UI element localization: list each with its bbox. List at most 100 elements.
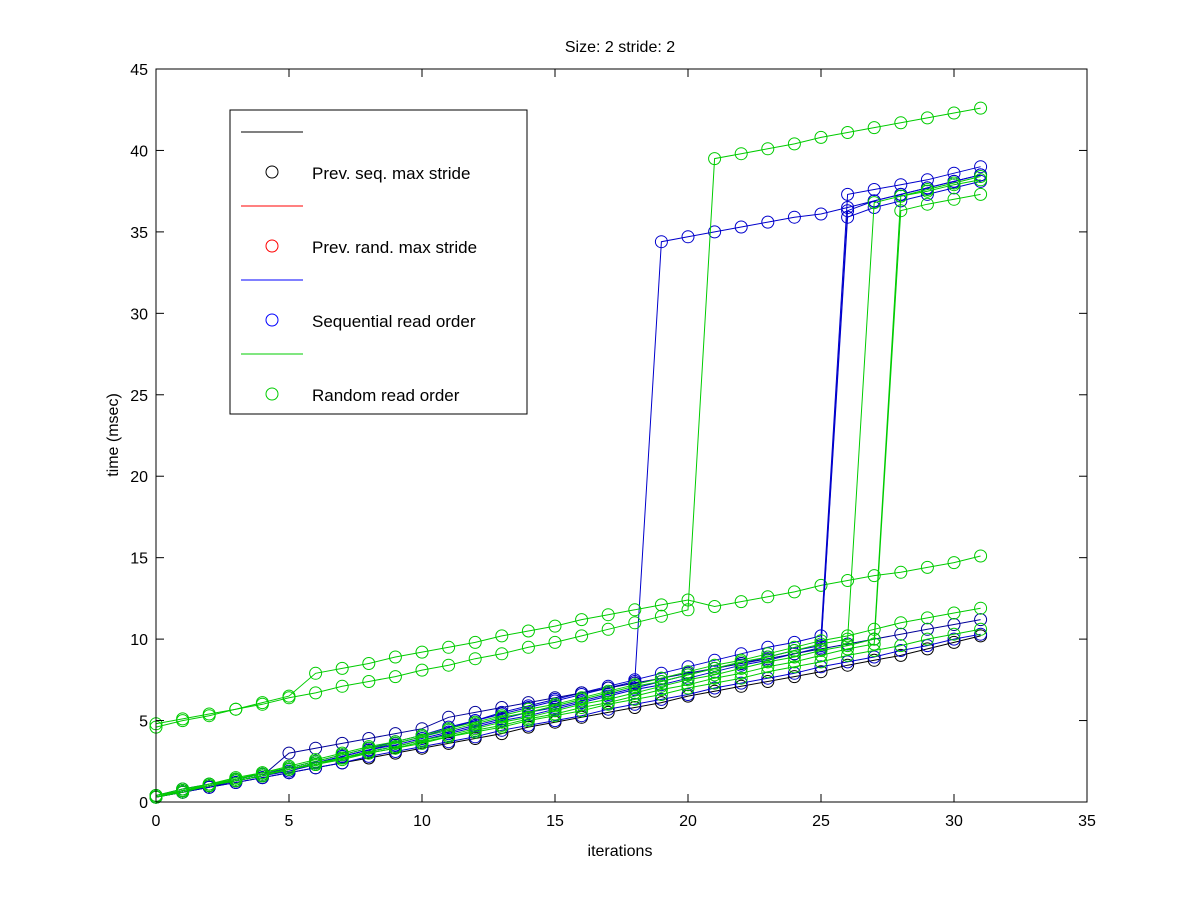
- data-point: [255, 766, 269, 780]
- tick-layer: 0 5 10 15 20 25 30 35 0 5 10 15 20 25 30 35 40 45: [130, 62, 1096, 830]
- data-point: [894, 648, 908, 662]
- data-point: [601, 705, 615, 719]
- data-point: [388, 650, 402, 664]
- data-point: [575, 704, 589, 718]
- data-point: [787, 660, 801, 674]
- data-point: [894, 627, 908, 641]
- data-point: [388, 741, 402, 755]
- data-point: [867, 121, 881, 135]
- data-point: [947, 192, 961, 206]
- data-point: [654, 679, 668, 693]
- data-point: [920, 611, 934, 625]
- data-point: [681, 665, 695, 679]
- legend-marker-swatch: [265, 165, 279, 179]
- data-point: [814, 660, 828, 674]
- data-point: [415, 663, 429, 677]
- legend-entry: Sequential read order: [265, 312, 476, 331]
- data-point: [495, 701, 509, 714]
- data-point: [761, 647, 775, 661]
- data-point: [894, 178, 908, 192]
- chart-title: Size: 2 stride: 2: [565, 39, 675, 56]
- data-point: [415, 736, 429, 750]
- x-tick-label: 5: [285, 813, 294, 830]
- data-point: [628, 697, 642, 711]
- data-point: [920, 197, 934, 211]
- data-point: [601, 697, 615, 711]
- data-point: [920, 622, 934, 636]
- legend-box: [229, 109, 528, 415]
- data-point: [947, 556, 961, 570]
- data-point: [495, 723, 509, 737]
- data-point: [548, 635, 562, 649]
- data-point: [495, 720, 509, 734]
- data-point: [681, 668, 695, 682]
- y-axis-label: time (msec): [105, 393, 122, 477]
- legend-marker-swatch: [265, 313, 279, 327]
- data-point: [814, 655, 828, 669]
- data-point: [867, 644, 881, 657]
- data-point: [974, 601, 988, 615]
- data-point: [920, 187, 934, 201]
- data-point: [947, 178, 961, 192]
- data-point: [495, 629, 509, 643]
- data-point: [495, 709, 509, 723]
- data-point: [974, 549, 988, 563]
- data-point: [734, 220, 748, 234]
- data-point: [761, 650, 775, 664]
- x-tick-label: 35: [1078, 813, 1096, 830]
- data-point: [894, 204, 908, 218]
- data-point: [761, 215, 775, 229]
- y-tick-label: 35: [130, 225, 148, 242]
- y-tick-label: 15: [130, 551, 148, 568]
- data-point: [947, 106, 961, 120]
- data-point: [335, 753, 349, 767]
- data-point: [362, 746, 376, 760]
- series-line: [155, 107, 981, 728]
- y-tick-label: 10: [130, 632, 148, 649]
- data-point: [654, 609, 668, 623]
- data-point: [521, 624, 535, 638]
- data-point: [601, 702, 615, 716]
- data-point: [894, 639, 908, 653]
- data-point: [787, 655, 801, 669]
- legend-label: Prev. rand. max stride: [312, 238, 477, 257]
- data-point: [708, 152, 722, 166]
- data-point: [654, 692, 668, 706]
- y-tick-label: 5: [139, 714, 148, 731]
- data-point: [787, 650, 801, 664]
- data-point: [920, 173, 934, 187]
- data-point: [974, 622, 988, 636]
- data-point: [920, 184, 934, 198]
- data-point: [708, 225, 722, 239]
- data-point: [708, 684, 722, 698]
- data-point: [362, 749, 376, 763]
- data-point: [309, 741, 323, 755]
- series-layer: [149, 101, 988, 804]
- data-point: [681, 593, 695, 607]
- data-point: [734, 671, 748, 685]
- data-point: [548, 697, 562, 711]
- data-point: [495, 647, 509, 661]
- data-point: [575, 613, 589, 627]
- data-point: [947, 635, 961, 649]
- data-point: [415, 728, 429, 742]
- data-point: [202, 707, 216, 721]
- data-point: [442, 640, 456, 654]
- y-tick-label: 40: [130, 143, 148, 160]
- data-point: [841, 574, 855, 587]
- legend-entry: Random read order: [265, 386, 460, 405]
- data-point: [867, 632, 881, 646]
- data-point: [362, 675, 376, 688]
- data-point: [708, 653, 722, 667]
- data-point: [761, 665, 775, 679]
- data-point: [867, 201, 881, 214]
- data-point: [974, 627, 988, 641]
- data-point: [894, 189, 908, 203]
- data-point: [388, 727, 402, 741]
- data-point: [787, 137, 801, 151]
- data-point: [974, 160, 988, 174]
- data-point: [521, 696, 535, 710]
- data-point: [814, 665, 828, 679]
- data-point: [229, 702, 243, 716]
- data-point: [947, 632, 961, 646]
